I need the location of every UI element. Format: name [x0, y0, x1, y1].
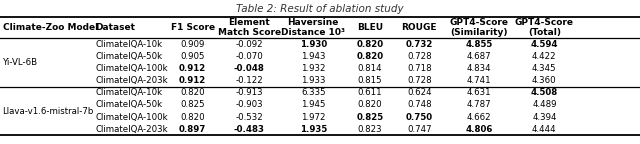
Text: 0.825: 0.825 [356, 113, 383, 122]
Text: 6.335: 6.335 [301, 88, 326, 97]
Text: 0.814: 0.814 [358, 64, 382, 73]
Text: 4.394: 4.394 [532, 113, 557, 122]
Text: 0.728: 0.728 [407, 52, 431, 61]
Text: 0.897: 0.897 [179, 125, 206, 134]
Text: 4.508: 4.508 [531, 88, 558, 97]
Text: 1.935: 1.935 [300, 125, 327, 134]
Text: -0.122: -0.122 [236, 76, 263, 85]
Text: 0.820: 0.820 [180, 88, 205, 97]
Text: 4.787: 4.787 [467, 101, 492, 109]
Text: 0.820: 0.820 [356, 40, 383, 49]
Text: GPT4-Score
(Total): GPT4-Score (Total) [515, 18, 574, 37]
Text: -0.913: -0.913 [236, 88, 263, 97]
Text: -0.048: -0.048 [234, 64, 265, 73]
Text: 4.422: 4.422 [532, 52, 557, 61]
Text: 0.905: 0.905 [180, 52, 205, 61]
Text: 4.360: 4.360 [532, 76, 557, 85]
Text: ClimateIQA-100k: ClimateIQA-100k [95, 113, 168, 122]
Text: Yi-VL-6B: Yi-VL-6B [3, 58, 38, 67]
Text: 4.687: 4.687 [467, 52, 492, 61]
Text: Llava-v1.6-mistral-7b: Llava-v1.6-mistral-7b [3, 107, 94, 115]
Text: ROUGE: ROUGE [401, 23, 437, 32]
Text: 4.345: 4.345 [532, 64, 557, 73]
Text: -0.092: -0.092 [236, 40, 263, 49]
Text: 1.945: 1.945 [301, 101, 326, 109]
Text: 1.932: 1.932 [301, 64, 326, 73]
Text: 0.732: 0.732 [406, 40, 433, 49]
Text: 0.825: 0.825 [180, 101, 205, 109]
Text: -0.903: -0.903 [236, 101, 263, 109]
Text: 1.933: 1.933 [301, 76, 326, 85]
Text: 0.718: 0.718 [407, 64, 431, 73]
Text: -0.483: -0.483 [234, 125, 265, 134]
Text: 0.624: 0.624 [407, 88, 431, 97]
Text: ClimateIQA-10k: ClimateIQA-10k [95, 88, 163, 97]
Text: 4.594: 4.594 [531, 40, 558, 49]
Text: ClimateIQA-100k: ClimateIQA-100k [95, 64, 168, 73]
Text: 4.489: 4.489 [532, 101, 557, 109]
Text: ClimateIQA-50k: ClimateIQA-50k [95, 52, 163, 61]
Text: ClimateIQA-10k: ClimateIQA-10k [95, 40, 163, 49]
Text: Climate-Zoo Model: Climate-Zoo Model [3, 23, 98, 32]
Text: Haversine
Distance 10³: Haversine Distance 10³ [282, 18, 346, 37]
Text: 0.815: 0.815 [358, 76, 382, 85]
Text: 0.611: 0.611 [358, 88, 382, 97]
Text: F1 Score: F1 Score [171, 23, 214, 32]
Text: -0.070: -0.070 [236, 52, 263, 61]
Text: Table 2: Result of ablation study: Table 2: Result of ablation study [236, 4, 404, 14]
Text: ClimateIQA-203k: ClimateIQA-203k [95, 76, 168, 85]
Text: 0.820: 0.820 [180, 113, 205, 122]
Text: -0.532: -0.532 [236, 113, 263, 122]
Text: 0.912: 0.912 [179, 64, 206, 73]
Text: 4.444: 4.444 [532, 125, 557, 134]
Text: 0.820: 0.820 [358, 101, 382, 109]
Text: 1.943: 1.943 [301, 52, 326, 61]
Text: 4.741: 4.741 [467, 76, 492, 85]
Text: BLEU: BLEU [357, 23, 383, 32]
Text: 4.855: 4.855 [465, 40, 493, 49]
Text: 1.972: 1.972 [301, 113, 326, 122]
Text: 1.930: 1.930 [300, 40, 327, 49]
Text: 0.909: 0.909 [180, 40, 205, 49]
Text: ClimateIQA-203k: ClimateIQA-203k [95, 125, 168, 134]
Text: 0.748: 0.748 [407, 101, 431, 109]
Text: 0.823: 0.823 [358, 125, 382, 134]
Text: 0.820: 0.820 [356, 52, 383, 61]
Text: 4.834: 4.834 [467, 64, 492, 73]
Text: Dataset: Dataset [95, 23, 136, 32]
Text: 4.806: 4.806 [465, 125, 493, 134]
Text: GPT4-Score
(Similarity): GPT4-Score (Similarity) [449, 18, 509, 37]
Text: 0.912: 0.912 [179, 76, 206, 85]
Text: 4.631: 4.631 [467, 88, 492, 97]
Text: 4.662: 4.662 [467, 113, 492, 122]
Text: 0.747: 0.747 [407, 125, 431, 134]
Text: 0.750: 0.750 [406, 113, 433, 122]
Text: Element
Match Score: Element Match Score [218, 18, 281, 37]
Text: 0.728: 0.728 [407, 76, 431, 85]
Text: ClimateIQA-50k: ClimateIQA-50k [95, 101, 163, 109]
